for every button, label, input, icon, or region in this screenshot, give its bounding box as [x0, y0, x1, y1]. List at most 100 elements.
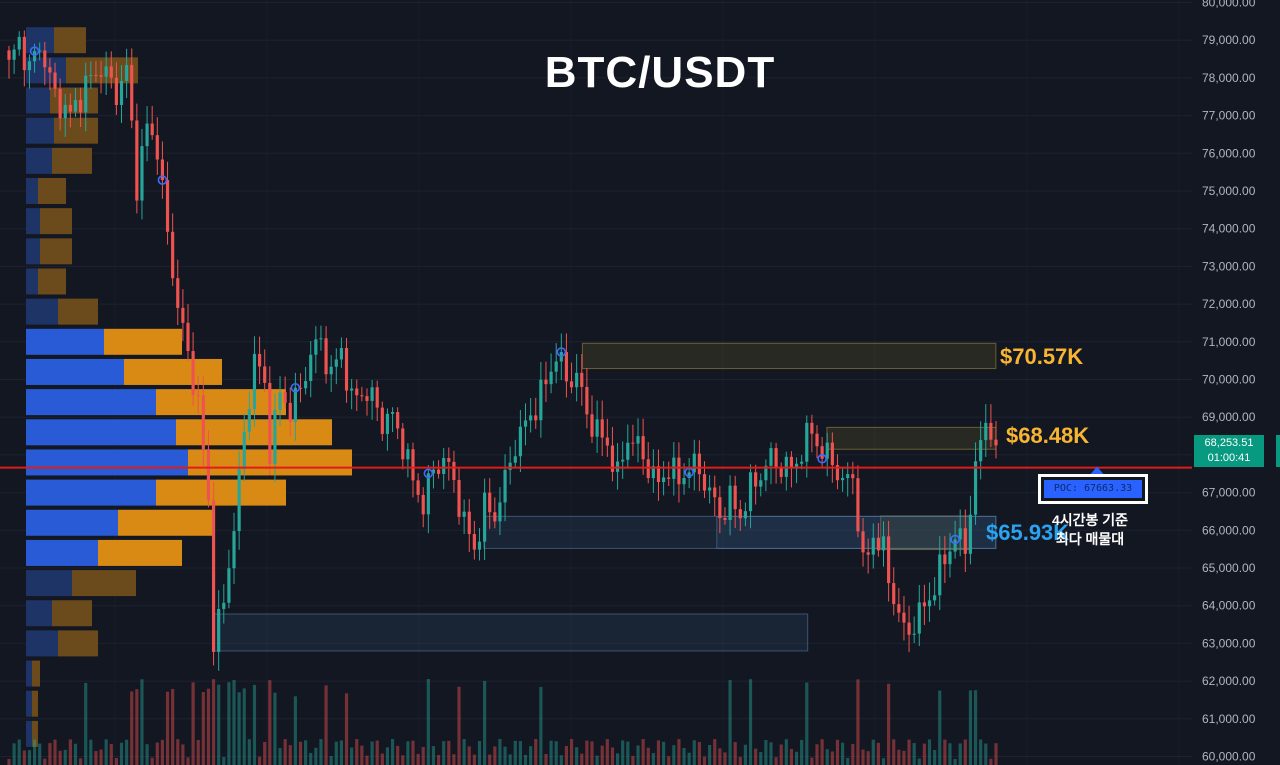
volume-bar — [569, 739, 574, 765]
candle-body — [319, 338, 323, 340]
candle-body — [549, 371, 553, 385]
volume-bar — [73, 743, 78, 765]
volume-bar — [687, 752, 691, 765]
candle-body — [902, 612, 906, 623]
profile-buy-bar — [26, 87, 50, 114]
candle-body — [805, 422, 809, 462]
profile-buy-bar — [26, 690, 32, 717]
candle-body — [360, 395, 364, 397]
volume-bar — [217, 684, 221, 765]
volume-bar — [738, 756, 742, 765]
candle-body — [196, 395, 200, 397]
poc-label-box: POC: 67663.33 — [1038, 474, 1148, 504]
volume-bar — [636, 745, 640, 765]
volume-bar — [513, 740, 517, 765]
volume-bar — [84, 682, 88, 765]
volume-bar — [948, 743, 952, 765]
volume-bar — [273, 692, 277, 765]
volume-bar — [385, 747, 390, 765]
candle-body — [861, 531, 865, 553]
candle-body — [385, 413, 390, 434]
profile-buy-bar — [26, 449, 188, 476]
last-price-tag-edge — [1276, 435, 1280, 467]
candle-body — [692, 453, 696, 473]
candle-body — [84, 75, 88, 113]
volume-bar — [119, 742, 124, 765]
volume-bar — [697, 741, 701, 765]
volume-bar — [140, 679, 144, 765]
profile-sell-bar — [72, 570, 136, 597]
candle-body — [508, 462, 512, 470]
poc-caption-line2: 최다 매물대 — [1055, 531, 1125, 547]
volume-bar — [733, 742, 737, 765]
volume-bar — [825, 749, 829, 765]
candle-body — [697, 453, 701, 475]
volume-bar — [109, 743, 113, 765]
annotation-70k: $70.57K — [1000, 344, 1084, 369]
volume-bar — [493, 746, 497, 765]
profile-sell-bar — [40, 238, 72, 265]
candle-body — [309, 354, 313, 381]
volume-bar — [764, 740, 768, 765]
volume-bar — [237, 692, 241, 765]
candle-body — [933, 595, 937, 601]
volume-bar — [534, 739, 538, 765]
volume-bar — [452, 754, 456, 765]
volume-bar — [48, 743, 52, 765]
volume-bar — [718, 748, 722, 765]
candle-body — [713, 487, 717, 498]
volume-bar — [232, 680, 236, 765]
volume-bar — [672, 745, 676, 765]
profile-buy-bar — [26, 539, 98, 566]
volume-bar — [176, 739, 180, 765]
candle-body — [610, 445, 615, 472]
y-tick-label: 63,000.00 — [1202, 636, 1256, 650]
profile-sell-bar — [118, 509, 214, 536]
candle-body — [145, 123, 149, 147]
volume-bar — [529, 746, 533, 765]
volume-bar — [186, 757, 190, 765]
candle-body — [119, 80, 124, 105]
chart-title: BTC/USDT — [544, 48, 776, 97]
candle-body — [759, 480, 763, 487]
y-tick-label: 78,000.00 — [1202, 71, 1256, 85]
candle-body — [723, 518, 727, 520]
candle-body — [58, 88, 62, 119]
candle-body — [871, 537, 875, 555]
candle-body — [150, 123, 154, 136]
candle-body — [835, 465, 840, 481]
profile-sell-bar — [38, 178, 66, 204]
volume-bar — [293, 696, 297, 765]
candle-body — [288, 402, 292, 422]
candle-body — [748, 472, 753, 512]
volume-bar — [329, 755, 333, 765]
profile-buy-bar — [26, 268, 38, 295]
volume-bar — [304, 740, 308, 765]
candle-body — [881, 536, 886, 551]
candle-body — [518, 426, 522, 457]
y-tick-label: 75,000.00 — [1202, 184, 1256, 198]
candle-body — [7, 50, 11, 60]
volume-bar — [242, 688, 246, 765]
volume-bar — [774, 757, 778, 765]
volume-bar — [472, 754, 476, 765]
candle-body — [472, 534, 476, 550]
profile-sell-bar — [32, 720, 38, 747]
volume-bar — [994, 743, 998, 765]
candle-body — [140, 146, 144, 201]
resistance-zone-70k — [581, 342, 997, 370]
candle-body — [641, 436, 645, 460]
volume-bar — [79, 758, 83, 765]
candle-body — [171, 231, 175, 279]
volume-bar — [324, 685, 328, 765]
volume-bar — [549, 740, 553, 765]
candle-body — [191, 351, 195, 396]
volume-bar — [866, 751, 870, 765]
candle-body — [411, 449, 415, 481]
candle-body — [268, 382, 272, 465]
candle-body — [416, 480, 420, 495]
volume-bar — [846, 757, 850, 765]
volume-bar — [150, 757, 154, 765]
profile-buy-bar — [26, 389, 156, 416]
